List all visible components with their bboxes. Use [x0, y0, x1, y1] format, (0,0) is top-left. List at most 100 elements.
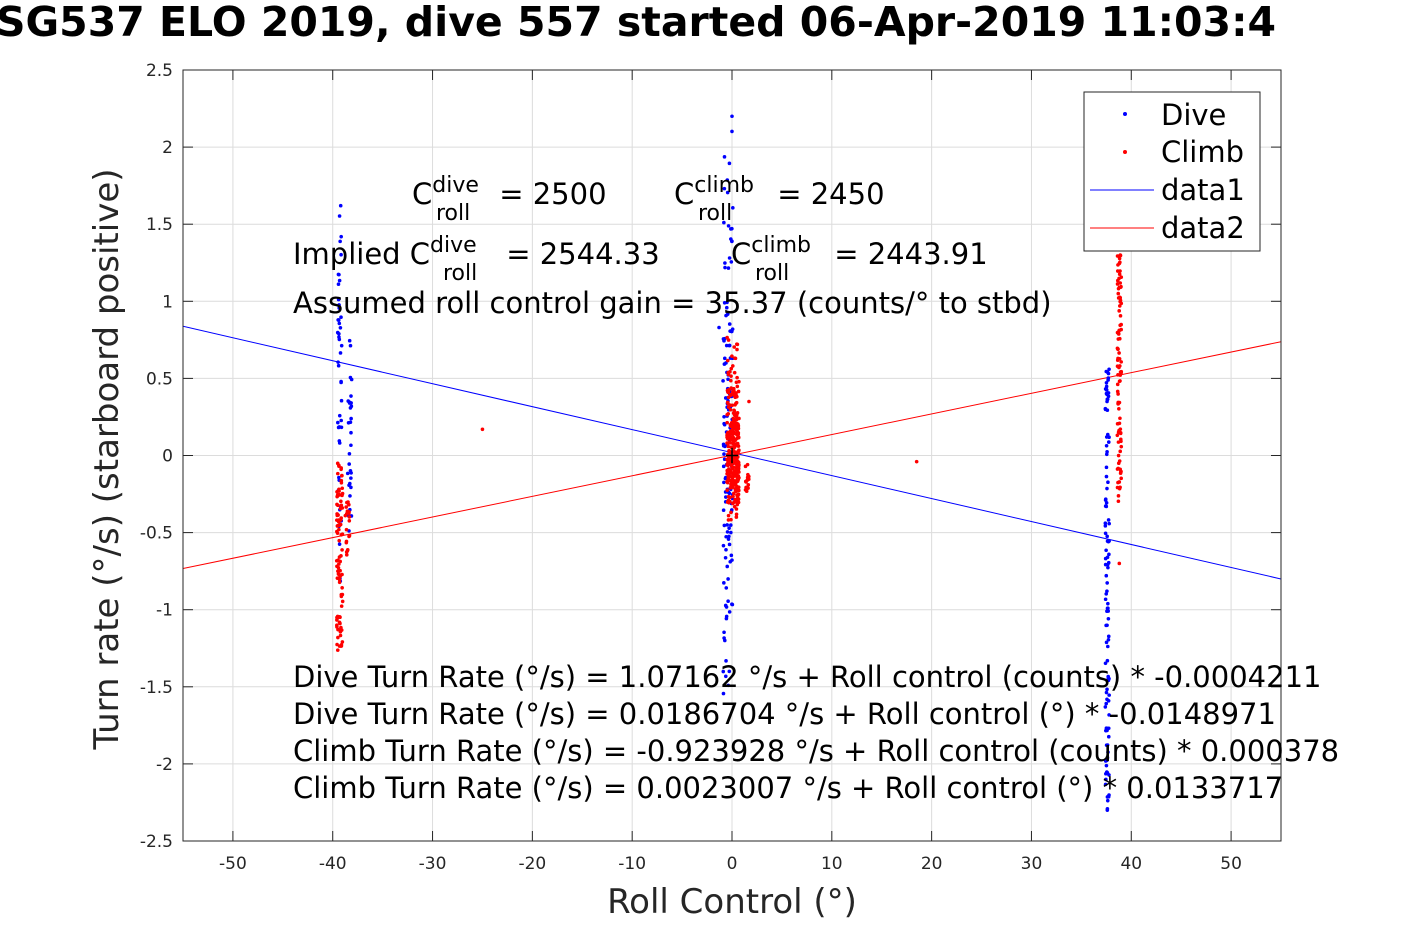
- data-point: [1116, 430, 1121, 435]
- data-point: [721, 443, 726, 448]
- data-point: [1107, 693, 1111, 697]
- data-point: [347, 483, 351, 488]
- data-point: [725, 564, 730, 569]
- data-point: [730, 403, 735, 408]
- data-point: [1116, 480, 1120, 485]
- data-point: [723, 638, 727, 643]
- data-point: [339, 418, 344, 423]
- data-point: [1119, 322, 1123, 327]
- data-point: [1117, 459, 1122, 463]
- data-point: [722, 155, 727, 159]
- y-tick-label: -1: [156, 601, 173, 621]
- data-point: [1105, 743, 1110, 747]
- data-point: [1105, 798, 1110, 803]
- data-point: [746, 483, 751, 487]
- data-point: [727, 388, 731, 392]
- data-point: [726, 405, 731, 409]
- scatter-points: [334, 114, 1124, 812]
- data-point: [340, 473, 344, 478]
- data-point: [722, 356, 727, 361]
- data-point: [347, 534, 351, 539]
- data-point: [1106, 609, 1110, 613]
- data-point: [1105, 687, 1109, 692]
- data-point: [1105, 808, 1110, 812]
- data-point: [723, 265, 727, 270]
- data-point: [347, 338, 352, 343]
- data-point: [729, 378, 733, 383]
- gain-annotation: Assumed roll control gain = 35.37 (count…: [293, 286, 1052, 320]
- x-tick-label: 30: [1021, 854, 1043, 874]
- data-point: [728, 499, 732, 504]
- data-point: [724, 605, 729, 609]
- data-point: [727, 256, 732, 260]
- data-point: [732, 431, 737, 436]
- data-point: [744, 485, 748, 490]
- x-tick-label: 40: [1120, 854, 1142, 874]
- data-point: [1105, 726, 1109, 731]
- legend: Dive Climb data1 data2: [1083, 91, 1261, 252]
- data-point: [1105, 658, 1110, 663]
- data-point: [1115, 382, 1120, 387]
- data-point: [725, 441, 729, 445]
- data-point: [335, 471, 340, 476]
- legend-box: [1083, 91, 1261, 252]
- data-point: [1117, 328, 1122, 333]
- equation-climb-counts: Climb Turn Rate (°/s) = -0.923928 °/s + …: [293, 734, 1339, 768]
- x-tick-label: 20: [921, 854, 943, 874]
- data-point: [734, 515, 739, 519]
- data-point: [349, 416, 353, 421]
- data-point: [726, 577, 730, 581]
- data-point: [725, 190, 730, 195]
- data-point: [1117, 561, 1122, 566]
- data-point: [335, 648, 340, 652]
- data-point: [1119, 275, 1124, 279]
- data-point: [1119, 360, 1124, 364]
- data-point: [729, 227, 733, 231]
- equation-dive-degrees: Dive Turn Rate (°/s) = 0.0186704 °/s + R…: [293, 697, 1276, 731]
- data-point: [1104, 474, 1109, 479]
- data-point: [1105, 795, 1110, 799]
- data-point: [1115, 485, 1120, 490]
- data-point: [727, 343, 732, 348]
- data-point: [340, 586, 344, 590]
- data-point: [348, 494, 352, 498]
- data-point: [726, 599, 730, 604]
- data-point: [340, 486, 345, 491]
- data-point: [338, 629, 343, 634]
- data-point: [914, 459, 919, 464]
- y-tick-label: 0.5: [146, 369, 173, 389]
- data-point: [726, 266, 731, 270]
- data-point: [1117, 421, 1122, 426]
- x-tick-label: -40: [319, 854, 347, 874]
- data-point: [345, 500, 349, 505]
- data-point: [722, 452, 726, 456]
- data-point: [725, 400, 730, 405]
- data-point: [725, 523, 729, 527]
- data-point: [729, 237, 733, 241]
- data-point: [337, 580, 342, 585]
- data-point: [335, 461, 340, 466]
- data-point: [339, 398, 344, 403]
- data-point: [1118, 260, 1122, 265]
- data-point: [721, 508, 726, 513]
- data-point: [1118, 416, 1122, 421]
- data-point: [1107, 539, 1111, 543]
- data-point: [337, 272, 341, 277]
- data-point: [1106, 440, 1111, 444]
- data-point: [726, 430, 731, 435]
- data-point: [339, 234, 343, 239]
- data-point: [338, 522, 343, 527]
- implied-dive-annotation: Implied Cdive roll = 2544.33: [293, 233, 660, 286]
- data-point: [1105, 589, 1109, 593]
- data-point: [729, 510, 733, 515]
- data-point: [730, 602, 735, 607]
- data-point: [336, 363, 341, 368]
- data-point: [338, 559, 343, 564]
- data-point: [727, 449, 732, 453]
- data-point: [731, 416, 736, 421]
- data-point: [1118, 449, 1123, 454]
- data-point: [336, 297, 341, 302]
- data-point: [727, 526, 731, 530]
- data-point: [1106, 378, 1110, 382]
- legend-climb-label: Climb: [1161, 135, 1244, 169]
